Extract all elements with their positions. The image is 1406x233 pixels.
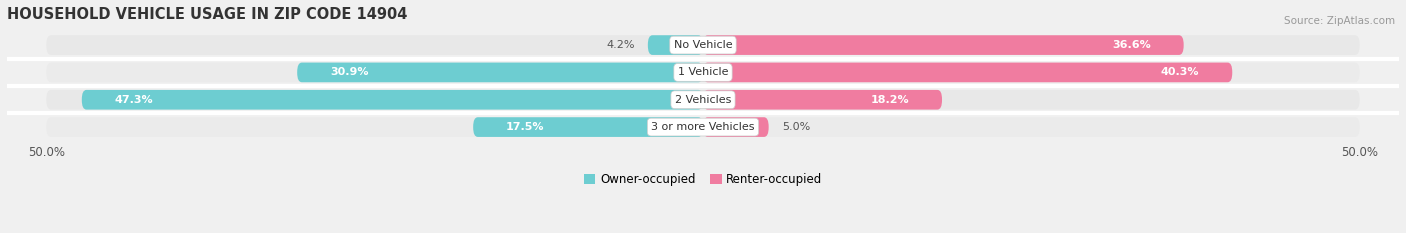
Text: 1 Vehicle: 1 Vehicle xyxy=(678,67,728,77)
Text: 30.9%: 30.9% xyxy=(330,67,368,77)
Text: HOUSEHOLD VEHICLE USAGE IN ZIP CODE 14904: HOUSEHOLD VEHICLE USAGE IN ZIP CODE 1490… xyxy=(7,7,408,22)
FancyBboxPatch shape xyxy=(703,117,769,137)
FancyBboxPatch shape xyxy=(46,35,1360,55)
Text: 17.5%: 17.5% xyxy=(506,122,544,132)
FancyBboxPatch shape xyxy=(82,90,703,110)
Text: 40.3%: 40.3% xyxy=(1161,67,1199,77)
FancyBboxPatch shape xyxy=(703,90,942,110)
FancyBboxPatch shape xyxy=(703,63,1232,82)
Text: 4.2%: 4.2% xyxy=(606,40,634,50)
Legend: Owner-occupied, Renter-occupied: Owner-occupied, Renter-occupied xyxy=(579,168,827,191)
Text: 3 or more Vehicles: 3 or more Vehicles xyxy=(651,122,755,132)
Text: 47.3%: 47.3% xyxy=(115,95,153,105)
Text: No Vehicle: No Vehicle xyxy=(673,40,733,50)
FancyBboxPatch shape xyxy=(297,63,703,82)
Text: 36.6%: 36.6% xyxy=(1112,40,1152,50)
FancyBboxPatch shape xyxy=(648,35,703,55)
FancyBboxPatch shape xyxy=(474,117,703,137)
FancyBboxPatch shape xyxy=(46,90,1360,110)
FancyBboxPatch shape xyxy=(46,117,1360,137)
FancyBboxPatch shape xyxy=(703,35,1184,55)
Text: 2 Vehicles: 2 Vehicles xyxy=(675,95,731,105)
Text: Source: ZipAtlas.com: Source: ZipAtlas.com xyxy=(1284,16,1395,26)
Text: 18.2%: 18.2% xyxy=(870,95,910,105)
FancyBboxPatch shape xyxy=(46,63,1360,82)
Text: 5.0%: 5.0% xyxy=(782,122,810,132)
